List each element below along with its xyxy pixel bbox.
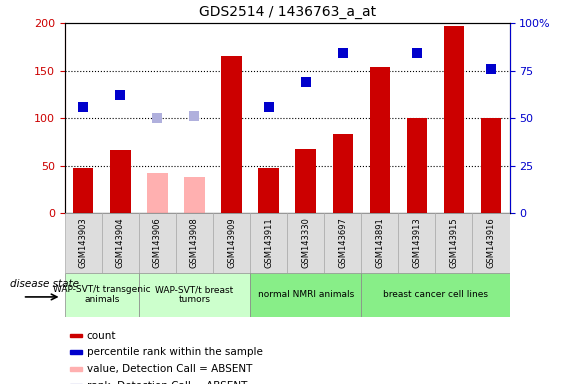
Text: WAP-SVT/t breast
tumors: WAP-SVT/t breast tumors — [155, 285, 234, 305]
Text: normal NMRI animals: normal NMRI animals — [257, 290, 354, 299]
Text: GSM143891: GSM143891 — [376, 217, 385, 268]
Bar — [287, 213, 324, 273]
Bar — [369, 67, 390, 213]
Text: GSM143911: GSM143911 — [264, 218, 273, 268]
Text: disease state: disease state — [10, 279, 79, 289]
Bar — [333, 134, 353, 213]
Bar — [481, 118, 501, 213]
Text: GSM143913: GSM143913 — [412, 217, 421, 268]
Bar — [258, 167, 279, 213]
Bar — [65, 273, 139, 317]
Bar — [176, 213, 213, 273]
Text: GSM143330: GSM143330 — [301, 217, 310, 268]
Bar — [139, 273, 250, 317]
Text: GSM143903: GSM143903 — [79, 217, 88, 268]
Bar — [250, 213, 287, 273]
Bar — [139, 213, 176, 273]
Bar — [435, 213, 472, 273]
Bar — [406, 118, 427, 213]
Text: GSM143904: GSM143904 — [116, 218, 125, 268]
Bar — [250, 273, 361, 317]
Text: GSM143906: GSM143906 — [153, 217, 162, 268]
Bar — [184, 177, 205, 213]
Bar — [70, 350, 82, 354]
Bar — [324, 213, 361, 273]
Bar — [399, 213, 435, 273]
Text: GSM143916: GSM143916 — [486, 217, 495, 268]
Bar — [70, 334, 82, 337]
Bar — [213, 213, 250, 273]
Text: value, Detection Call = ABSENT: value, Detection Call = ABSENT — [87, 364, 252, 374]
Bar — [102, 213, 139, 273]
Bar — [444, 26, 464, 213]
Text: GSM143915: GSM143915 — [449, 218, 458, 268]
Bar — [296, 149, 316, 213]
Bar — [65, 213, 102, 273]
Text: GSM143908: GSM143908 — [190, 217, 199, 268]
Bar — [361, 213, 399, 273]
Text: percentile rank within the sample: percentile rank within the sample — [87, 347, 262, 357]
Bar — [73, 169, 93, 213]
Bar — [110, 151, 131, 213]
Bar — [221, 56, 242, 213]
Text: breast cancer cell lines: breast cancer cell lines — [383, 290, 488, 299]
Title: GDS2514 / 1436763_a_at: GDS2514 / 1436763_a_at — [199, 5, 376, 19]
Text: GSM143697: GSM143697 — [338, 217, 347, 268]
Text: count: count — [87, 331, 116, 341]
Text: WAP-SVT/t transgenic
animals: WAP-SVT/t transgenic animals — [53, 285, 151, 305]
Bar — [472, 213, 510, 273]
Bar — [147, 173, 168, 213]
Bar — [361, 273, 510, 317]
Text: GSM143909: GSM143909 — [227, 218, 236, 268]
Text: rank, Detection Call = ABSENT: rank, Detection Call = ABSENT — [87, 381, 247, 384]
Bar — [70, 367, 82, 371]
